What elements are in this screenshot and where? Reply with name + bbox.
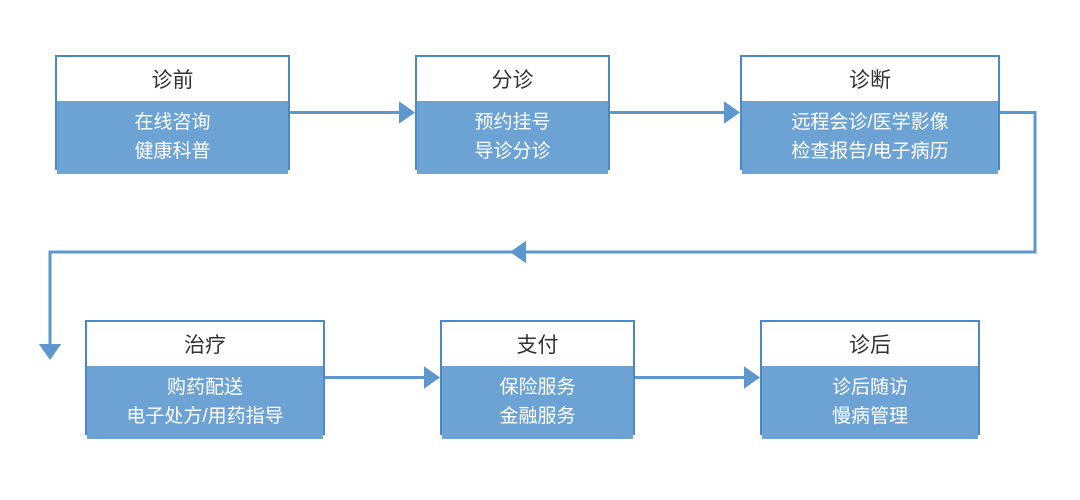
node-body-line: 诊后随访 (832, 374, 908, 403)
node-title: 诊前 (57, 57, 288, 101)
flowchart-node-n4: 治疗购药配送电子处方/用药指导 (85, 320, 325, 435)
node-body-line: 检查报告/电子病历 (791, 138, 948, 167)
node-body-line: 购药配送 (167, 374, 243, 403)
flowchart-node-n6: 诊后诊后随访慢病管理 (760, 320, 980, 435)
node-title: 诊后 (762, 322, 978, 366)
node-title: 诊断 (742, 57, 998, 101)
node-body-line: 预约挂号 (474, 109, 550, 138)
node-body-line: 远程会诊/医学影像 (791, 109, 948, 138)
node-body-line: 电子处方/用药指导 (126, 403, 283, 432)
flowchart-node-n5: 支付保险服务金融服务 (440, 320, 635, 435)
flowchart-node-n2: 分诊预约挂号导诊分诊 (415, 55, 610, 170)
node-body-line: 慢病管理 (832, 403, 908, 432)
node-body-line: 健康科普 (134, 138, 210, 167)
node-body: 预约挂号导诊分诊 (417, 101, 608, 174)
flowchart-node-n3: 诊断远程会诊/医学影像检查报告/电子病历 (740, 55, 1000, 170)
node-body-line: 在线咨询 (134, 109, 210, 138)
node-body: 在线咨询健康科普 (57, 101, 288, 174)
node-body-line: 保险服务 (499, 374, 575, 403)
node-title: 支付 (442, 322, 633, 366)
node-body: 购药配送电子处方/用药指导 (87, 366, 323, 439)
flowchart-node-n1: 诊前在线咨询健康科普 (55, 55, 290, 170)
node-body-line: 金融服务 (499, 403, 575, 432)
node-body: 远程会诊/医学影像检查报告/电子病历 (742, 101, 998, 174)
node-body: 保险服务金融服务 (442, 366, 633, 439)
node-title: 分诊 (417, 57, 608, 101)
node-body-line: 导诊分诊 (474, 138, 550, 167)
node-title: 治疗 (87, 322, 323, 366)
node-body: 诊后随访慢病管理 (762, 366, 978, 439)
